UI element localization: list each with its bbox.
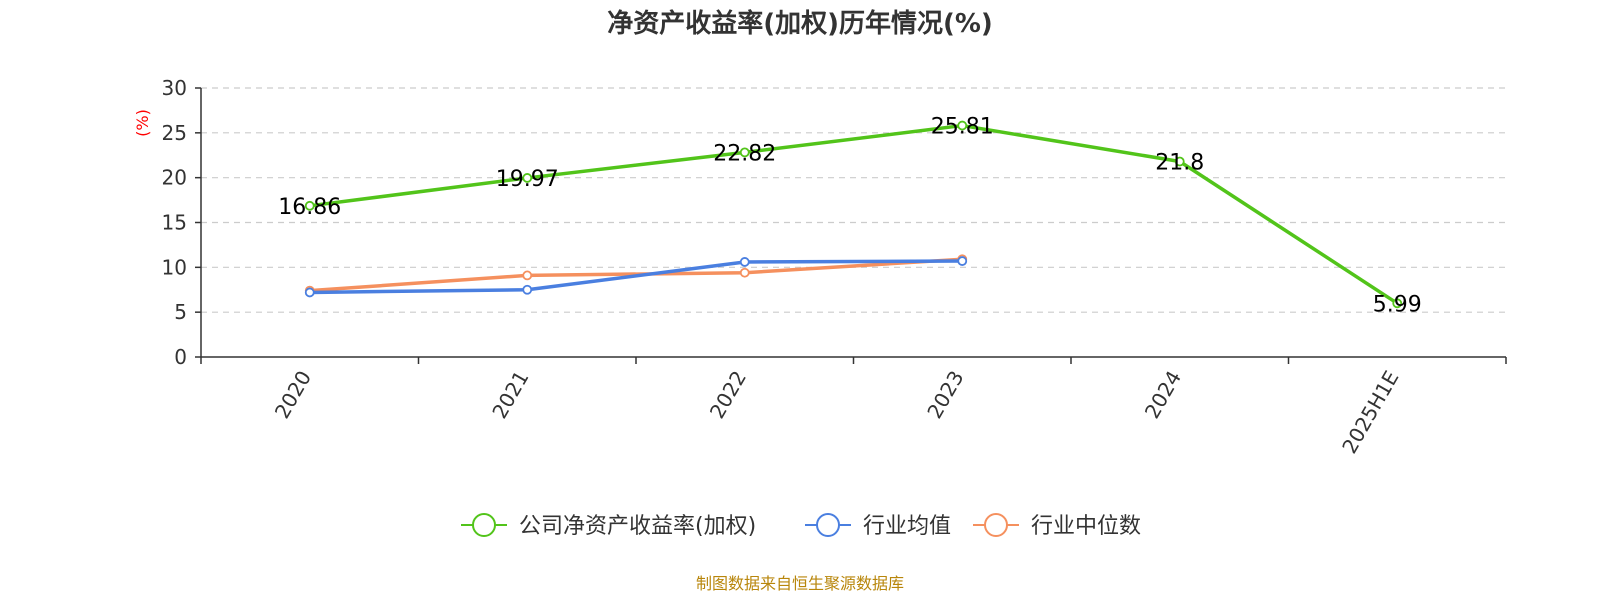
data-point [304,200,315,211]
data-point [739,257,750,267]
legend-label: 行业中位数 [1031,514,1141,539]
data-label: 25.81 [931,115,994,140]
x-tick-label: 2023 [922,367,968,423]
data-point [957,256,968,266]
x-tick-label: 2021 [487,367,533,423]
series-group [304,120,1403,309]
data-labels: 16.86 19.97 22.82 25.81 21.8 5.99 [278,115,1421,318]
source-note: 制图数据来自恒生聚源数据库 [696,574,904,593]
data-point [522,173,533,183]
legend-item[interactable]: 行业均值 [805,513,951,539]
data-label: 22.82 [713,141,776,166]
data-point [304,287,315,298]
y-tick-label: 5 [174,300,187,324]
y-tick-label: 0 [174,345,187,369]
series-line [309,257,963,293]
series-line [309,123,1399,305]
data-point [522,284,533,295]
legend-item[interactable]: 行业中位数 [973,513,1141,539]
data-label: 5.99 [1373,292,1422,317]
data-point [1174,156,1185,167]
x-tick-label: 2024 [1140,367,1186,423]
data-point [957,120,968,131]
legend-label: 公司净资产收益率(加权) [519,514,756,539]
data-point [739,267,750,278]
legend-label: 行业均值 [863,514,951,539]
y-tick-label: 25 [162,121,187,145]
y-axis-label: (%) [133,109,152,137]
legend-marker [984,513,1008,537]
data-point [1392,298,1403,309]
data-label: 19.97 [496,167,559,192]
legend-item[interactable]: 公司净资产收益率(加权) [461,513,756,539]
x-tick-label: 2020 [270,367,316,423]
gridlines [201,87,1506,313]
data-point [739,147,750,158]
data-label: 21.8 [1155,151,1204,176]
data-point [522,270,533,281]
series-0 [304,120,1403,309]
y-tick-label: 30 [162,76,187,100]
chart-title: 净资产收益率(加权)历年情况(%) [607,8,993,39]
legend-marker [816,513,840,537]
legend-marker [472,513,496,537]
x-tick-label: 2022 [705,367,751,423]
series-line [309,259,963,295]
data-label: 16.86 [278,195,341,220]
y-tick-label: 15 [162,211,187,235]
series-1 [304,256,968,298]
legend: 公司净资产收益率(加权) 行业均值 行业中位数 [461,513,1141,539]
x-tick-label: 2025H1E [1337,367,1403,458]
y-tick-label: 20 [162,166,187,190]
y-tick-label: 10 [162,255,187,279]
